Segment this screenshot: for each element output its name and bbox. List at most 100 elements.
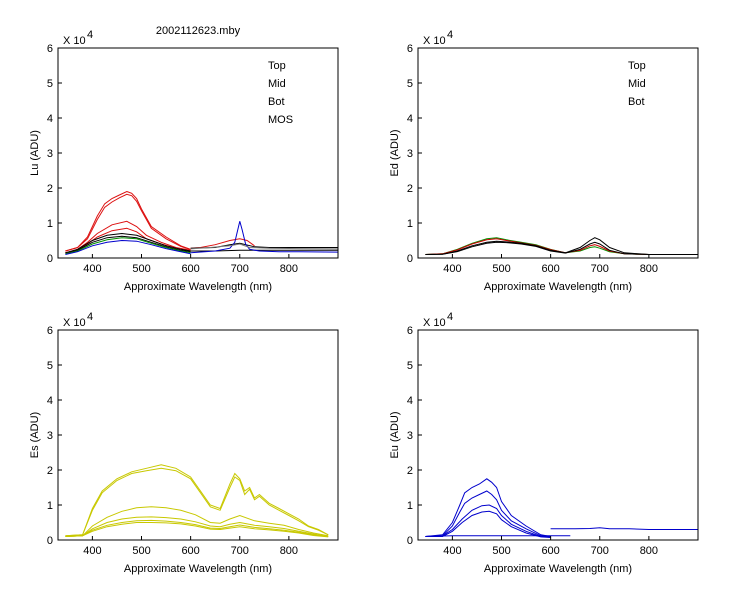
- series-line-ed-3: [425, 241, 698, 255]
- y-tick-label-eu-4: 4: [407, 395, 413, 407]
- y-tick-label-lu-3: 3: [47, 148, 53, 160]
- y-tick-label-es-3: 3: [47, 430, 53, 442]
- legend-item-lu-mid: Mid: [268, 78, 286, 90]
- series-line-es-0: [65, 464, 329, 537]
- x-tick-label-ed-700: 700: [591, 263, 609, 275]
- plot-frame-es: [57, 329, 339, 541]
- legend-item-lu-mos: MOS: [268, 114, 293, 126]
- y-tick-label-eu-5: 5: [407, 360, 413, 372]
- x-axis-label-lu: Approximate Wavelength (nm): [124, 281, 272, 293]
- y-tick-label-eu-0: 0: [407, 535, 413, 547]
- legend-item-lu-top: Top: [268, 60, 286, 72]
- y-tick-label-lu-1: 1: [47, 218, 53, 230]
- y-tick-label-lu-2: 2: [47, 183, 53, 195]
- x-axis-label-es: Approximate Wavelength (nm): [124, 563, 272, 575]
- x-tick-label-ed-400: 400: [443, 263, 461, 275]
- legend-item-ed-top: Top: [628, 60, 646, 72]
- y-tick-label-eu-6: 6: [407, 325, 413, 337]
- series-line-lu-9: [65, 237, 191, 255]
- y-exponent-ed: 4: [447, 29, 453, 41]
- y-axis-label-lu: Lu (ADU): [29, 130, 41, 176]
- plot-frame-eu: [417, 329, 699, 541]
- y-tick-label-ed-3: 3: [407, 148, 413, 160]
- y-tick-label-ed-6: 6: [407, 43, 413, 55]
- series-line-lu-1: [65, 193, 191, 252]
- y-exponent-lu: 4: [87, 29, 93, 41]
- x-tick-label-eu-700: 700: [591, 545, 609, 557]
- y-tick-label-ed-1: 1: [407, 218, 413, 230]
- y-tick-label-lu-4: 4: [47, 113, 53, 125]
- x-tick-label-eu-400: 400: [443, 545, 461, 557]
- x-axis-label-eu: Approximate Wavelength (nm): [484, 563, 632, 575]
- x-tick-label-ed-600: 600: [541, 263, 559, 275]
- y-axis-label-es: Es (ADU): [29, 412, 41, 458]
- y-tick-label-es-1: 1: [47, 500, 53, 512]
- y-multiplier-ed: X 10: [423, 35, 446, 47]
- series-line-lu-5: [65, 232, 191, 254]
- series-line-es-4: [65, 519, 329, 537]
- plot-frame-lu: [57, 47, 339, 259]
- y-exponent-es: 4: [87, 311, 93, 323]
- x-tick-label-lu-400: 400: [83, 263, 101, 275]
- series-line-lu-6: [65, 235, 191, 255]
- series-line-es-1: [65, 467, 329, 537]
- x-tick-label-eu-800: 800: [640, 545, 658, 557]
- series-line-lu-11: [190, 221, 339, 254]
- x-tick-label-ed-500: 500: [492, 263, 510, 275]
- y-tick-label-lu-6: 6: [47, 43, 53, 55]
- y-tick-label-ed-5: 5: [407, 78, 413, 90]
- x-tick-label-lu-500: 500: [132, 263, 150, 275]
- y-tick-label-lu-5: 5: [47, 78, 53, 90]
- y-tick-label-eu-3: 3: [407, 430, 413, 442]
- series-line-es-3: [65, 516, 329, 537]
- y-tick-label-ed-0: 0: [407, 253, 413, 265]
- x-tick-label-ed-800: 800: [640, 263, 658, 275]
- y-exponent-eu: 4: [447, 311, 453, 323]
- legend-item-lu-bot: Bot: [268, 96, 285, 108]
- y-tick-label-es-5: 5: [47, 360, 53, 372]
- x-tick-label-lu-600: 600: [181, 263, 199, 275]
- y-axis-label-eu: Eu (ADU): [389, 411, 401, 458]
- y-tick-label-es-0: 0: [47, 535, 53, 547]
- x-tick-label-es-400: 400: [83, 545, 101, 557]
- series-line-eu-3: [425, 510, 551, 538]
- x-tick-label-es-500: 500: [132, 545, 150, 557]
- plot-frame-ed: [417, 47, 699, 259]
- legend-item-ed-mid: Mid: [628, 78, 646, 90]
- series-line-lu-0: [65, 190, 191, 252]
- y-axis-label-ed: Ed (ADU): [389, 129, 401, 176]
- series-line-eu-5: [550, 527, 698, 530]
- x-tick-label-es-700: 700: [231, 545, 249, 557]
- series-line-es-5: [65, 522, 329, 538]
- y-tick-label-es-4: 4: [47, 395, 53, 407]
- figure-title: 2002112623.mby: [156, 25, 241, 37]
- series-line-es-2: [65, 506, 329, 537]
- x-tick-label-eu-600: 600: [541, 545, 559, 557]
- series-line-lu-2: [65, 220, 191, 254]
- series-line-eu-0: [425, 478, 551, 537]
- series-line-ed-2: [425, 237, 698, 255]
- y-tick-label-eu-2: 2: [407, 465, 413, 477]
- series-line-eu-4: [425, 535, 571, 537]
- series-line-lu-12: [190, 243, 339, 250]
- series-line-eu-1: [425, 490, 551, 538]
- y-tick-label-ed-2: 2: [407, 183, 413, 195]
- y-multiplier-eu: X 10: [423, 317, 446, 329]
- x-tick-label-es-600: 600: [181, 545, 199, 557]
- legend-item-ed-bot: Bot: [628, 96, 645, 108]
- x-tick-label-lu-800: 800: [280, 263, 298, 275]
- series-line-ed-1: [425, 238, 698, 255]
- x-tick-label-es-800: 800: [280, 545, 298, 557]
- x-axis-label-ed: Approximate Wavelength (nm): [484, 281, 632, 293]
- series-line-lu-10: [65, 239, 191, 255]
- y-tick-label-eu-1: 1: [407, 500, 413, 512]
- series-line-eu-2: [425, 504, 551, 538]
- y-multiplier-lu: X 10: [63, 35, 86, 47]
- y-tick-label-ed-4: 4: [407, 113, 413, 125]
